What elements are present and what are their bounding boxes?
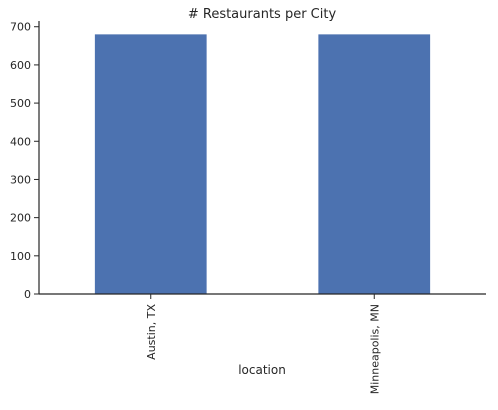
x-axis-label: location [238,363,286,377]
y-tick-label-7: 700 [10,21,31,34]
y-tick-label-3: 300 [10,173,31,186]
bar-1 [318,34,431,294]
y-tick-label-0: 0 [24,288,31,301]
y-tick-label-4: 400 [10,135,31,148]
y-tick-label-6: 600 [10,59,31,72]
y-tick-label-5: 500 [10,97,31,110]
y-tick-label-2: 200 [10,212,31,225]
y-tick-label-1: 100 [10,250,31,263]
bars-group [94,34,431,294]
x-tick-label-0: Austin, TX [145,304,158,360]
y-axis-ticks: 0 100 200 300 400 500 600 700 [10,21,39,301]
chart-title: # Restaurants per City [188,7,337,22]
x-axis-ticks: Austin, TX Minneapolis, MN [145,294,381,394]
bar-0 [94,34,207,294]
x-tick-label-1: Minneapolis, MN [368,304,381,394]
